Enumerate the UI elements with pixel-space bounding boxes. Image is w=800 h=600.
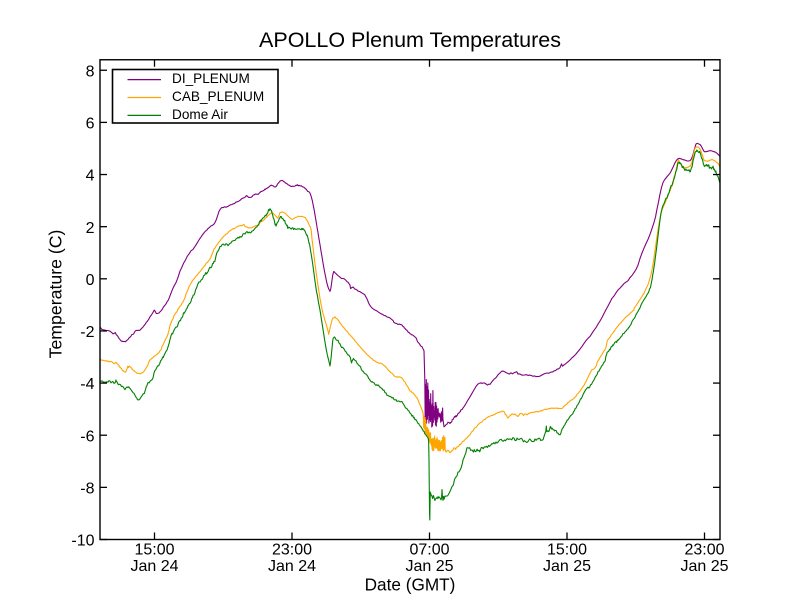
svg-text:Jan 25: Jan 25: [543, 558, 591, 575]
svg-text:Date (GMT): Date (GMT): [365, 575, 456, 595]
svg-text:Jan 25: Jan 25: [405, 558, 453, 575]
svg-text:-4: -4: [80, 376, 94, 393]
svg-text:15:00: 15:00: [547, 542, 587, 559]
svg-text:23:00: 23:00: [272, 542, 312, 559]
svg-text:APOLLO Plenum Temperatures: APOLLO Plenum Temperatures: [259, 28, 561, 52]
svg-text:4: 4: [86, 168, 95, 185]
svg-text:6: 6: [86, 115, 95, 132]
svg-text:DI_PLENUM: DI_PLENUM: [172, 71, 250, 86]
svg-text:Temperature (C): Temperature (C): [46, 230, 66, 359]
svg-text:-8: -8: [80, 480, 94, 497]
svg-text:-2: -2: [80, 324, 94, 341]
svg-text:Dome Air: Dome Air: [172, 107, 228, 122]
svg-text:-10: -10: [71, 533, 94, 550]
svg-text:07:00: 07:00: [409, 542, 449, 559]
svg-text:23:00: 23:00: [684, 542, 724, 559]
svg-text:Jan 25: Jan 25: [680, 558, 728, 575]
svg-text:-6: -6: [80, 428, 94, 445]
svg-text:0: 0: [86, 272, 95, 289]
svg-text:Jan 24: Jan 24: [268, 558, 316, 575]
svg-text:2: 2: [86, 220, 95, 237]
svg-text:CAB_PLENUM: CAB_PLENUM: [172, 89, 264, 104]
svg-text:8: 8: [86, 63, 95, 80]
svg-text:15:00: 15:00: [134, 542, 174, 559]
svg-text:Jan 24: Jan 24: [130, 558, 178, 575]
